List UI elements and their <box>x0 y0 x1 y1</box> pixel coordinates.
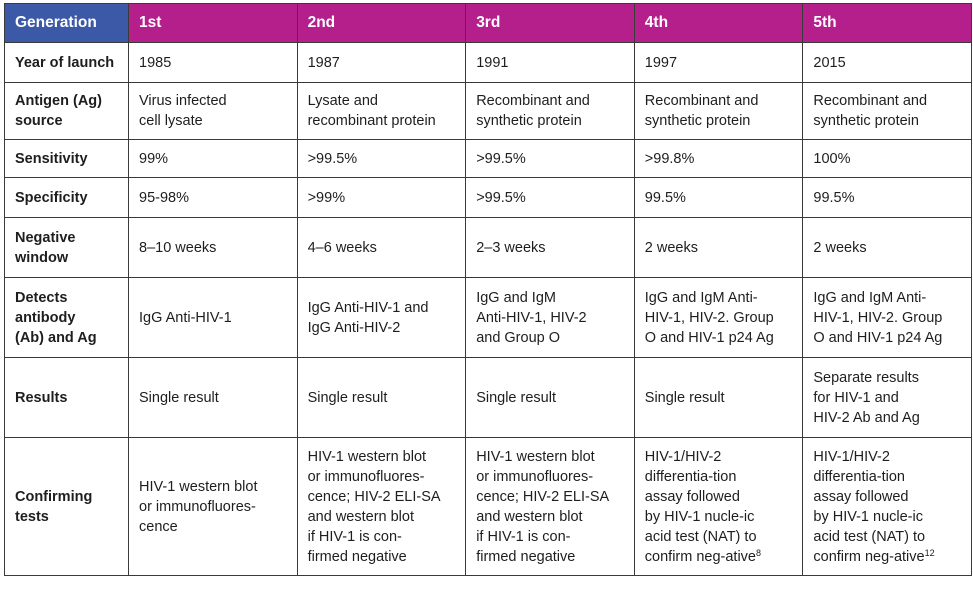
header-gen-5: 5th <box>802 3 972 43</box>
table-row-negative-window: Negative window 8–10 weeks 4–6 weeks 2–3… <box>4 217 972 278</box>
table-cell: Single result <box>296 357 467 438</box>
table-cell: HIV-1/HIV-2 differentia-tion assay follo… <box>633 437 804 576</box>
row-label: Year of launch <box>4 42 129 83</box>
table-row-antigen-source: Antigen (Ag) source Virus infected cell … <box>4 82 972 140</box>
table-cell: Lysate and recombinant protein <box>296 82 467 140</box>
table-cell: HIV-1 western blot or immunofluores- cen… <box>465 437 635 576</box>
table-cell: Recombinant and synthetic protein <box>802 82 972 140</box>
table-cell: Virus infected cell lysate <box>128 82 298 140</box>
table-cell: HIV-1/HIV-2 differentia-tion assay follo… <box>802 437 972 576</box>
table-cell: 99% <box>128 139 298 178</box>
table-row-results: Results Single result Single result Sing… <box>4 357 972 438</box>
row-label: Antigen (Ag) source <box>4 82 129 140</box>
header-gen-1: 1st <box>128 3 298 43</box>
row-label: Confirming tests <box>4 437 129 576</box>
header-gen-3: 3rd <box>465 3 635 43</box>
table-row-detects-antibody: Detects antibody (Ab) and Ag IgG Anti-HI… <box>4 277 972 358</box>
table-row-sensitivity: Sensitivity 99% >99.5% >99.5% >99.8% 100… <box>4 139 972 178</box>
row-label: Negative window <box>4 217 129 278</box>
table-cell: Recombinant and synthetic protein <box>465 82 635 140</box>
table-cell: IgG and IgM Anti-HIV-1, HIV-2 and Group … <box>465 277 635 358</box>
footnote-marker: 12 <box>924 547 935 558</box>
table-row-specificity: Specificity 95-98% >99% >99.5% 99.5% 99.… <box>4 177 972 218</box>
table-row-confirming-tests: Confirming tests HIV-1 western blot or i… <box>4 437 972 576</box>
row-label: Specificity <box>4 177 129 218</box>
header-gen-2: 2nd <box>296 3 467 43</box>
table-cell: 99.5% <box>802 177 972 218</box>
table-cell: 1997 <box>633 42 804 83</box>
table-cell: IgG Anti-HIV-1 <box>128 277 298 358</box>
table-cell: Single result <box>633 357 804 438</box>
table-cell: 1987 <box>296 42 467 83</box>
table-cell: 2–3 weeks <box>465 217 635 278</box>
table-cell: IgG and IgM Anti- HIV-1, HIV-2. Group O … <box>633 277 804 358</box>
table-cell: 1991 <box>465 42 635 83</box>
table-cell: >99.8% <box>633 139 804 178</box>
table-cell: HIV-1 western blot or immunofluores- cen… <box>128 437 298 576</box>
table-cell: IgG and IgM Anti- HIV-1, HIV-2. Group O … <box>802 277 972 358</box>
table-cell: 99.5% <box>633 177 804 218</box>
table-cell: 1985 <box>128 42 298 83</box>
header-row: Generation 1st 2nd 3rd 4th 5th <box>4 3 972 43</box>
table-cell: 2 weeks <box>633 217 804 278</box>
table-cell: 4–6 weeks <box>296 217 467 278</box>
table-cell: 2 weeks <box>802 217 972 278</box>
table-cell: >99.5% <box>465 139 635 178</box>
footnote-marker: 8 <box>756 547 762 558</box>
table-cell: Separate results for HIV-1 and HIV-2 Ab … <box>802 357 972 438</box>
table-cell: 100% <box>802 139 972 178</box>
table-cell: IgG Anti-HIV-1 and IgG Anti-HIV-2 <box>296 277 467 358</box>
row-label: Detects antibody (Ab) and Ag <box>4 277 129 358</box>
table-cell: >99% <box>296 177 467 218</box>
hiv-test-generations-table: Generation 1st 2nd 3rd 4th 5th Year of l… <box>4 3 972 576</box>
header-generation: Generation <box>4 3 129 43</box>
table-cell: 2015 <box>802 42 972 83</box>
table-cell: Recombinant and synthetic protein <box>633 82 804 140</box>
table-cell: >99.5% <box>296 139 467 178</box>
table-cell: 8–10 weeks <box>128 217 298 278</box>
row-label: Sensitivity <box>4 139 129 178</box>
table-row-year: Year of launch 1985 1987 1991 1997 2015 <box>4 42 972 83</box>
header-gen-4: 4th <box>633 3 804 43</box>
table-cell: HIV-1 western blot or immunofluores- cen… <box>296 437 467 576</box>
table-cell: Single result <box>128 357 298 438</box>
table-cell: 95-98% <box>128 177 298 218</box>
table-cell: Single result <box>465 357 635 438</box>
table-cell: >99.5% <box>465 177 635 218</box>
row-label: Results <box>4 357 129 438</box>
